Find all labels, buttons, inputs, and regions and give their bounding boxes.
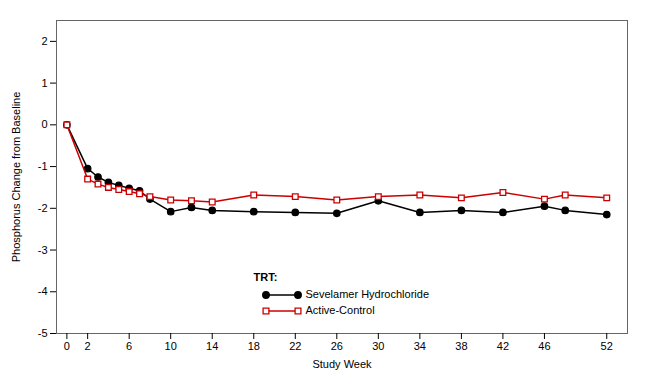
svg-text:-1: -1 bbox=[38, 160, 48, 172]
svg-text:10: 10 bbox=[165, 340, 177, 352]
svg-text:0: 0 bbox=[64, 340, 70, 352]
svg-text:Study Week: Study Week bbox=[312, 358, 372, 370]
html-text:TRT:: TRT: bbox=[253, 271, 278, 283]
svg-text:30: 30 bbox=[372, 340, 384, 352]
svg-text:26: 26 bbox=[331, 340, 343, 352]
svg-text:-5: -5 bbox=[38, 327, 48, 339]
svg-text:18: 18 bbox=[248, 340, 260, 352]
svg-text:2: 2 bbox=[85, 340, 91, 352]
svg-text:6: 6 bbox=[126, 340, 132, 352]
html-text:Active-Control: Active-Control bbox=[305, 304, 375, 317]
svg-text:Phosphorus Change from Baselin: Phosphorus Change from Baseline bbox=[10, 92, 22, 263]
svg-text:-3: -3 bbox=[38, 244, 48, 256]
svg-text:22: 22 bbox=[289, 340, 301, 352]
svg-text:52: 52 bbox=[601, 340, 613, 352]
svg-text:46: 46 bbox=[538, 340, 550, 352]
svg-text:42: 42 bbox=[497, 340, 509, 352]
svg-text:-2: -2 bbox=[38, 202, 48, 214]
svg-text:2: 2 bbox=[41, 35, 47, 47]
svg-text:0: 0 bbox=[41, 118, 47, 130]
svg-text:1: 1 bbox=[41, 77, 47, 89]
svg-text:34: 34 bbox=[414, 340, 426, 352]
svg-text:-4: -4 bbox=[38, 285, 48, 297]
html-text:Sevelamer Hydrochloride: Sevelamer Hydrochloride bbox=[305, 288, 429, 301]
svg-text:38: 38 bbox=[455, 340, 467, 352]
svg-text:14: 14 bbox=[206, 340, 218, 352]
